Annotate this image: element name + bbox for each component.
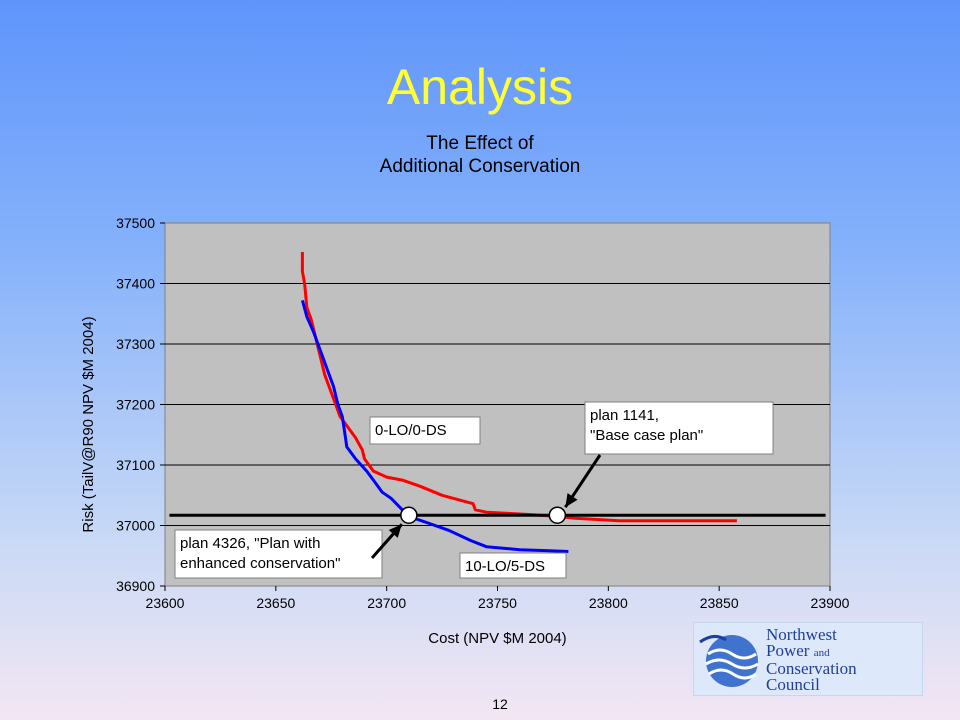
annotation-box	[584, 401, 774, 455]
logo-line-conservation: Conservation	[766, 659, 857, 678]
logo-power-word: Power	[766, 641, 810, 660]
x-tick-label: 23850	[700, 595, 739, 611]
annotation-box	[174, 529, 383, 579]
y-tick-label: 37400	[116, 276, 155, 292]
y-tick-label: 37100	[116, 457, 155, 473]
plan-marker	[548, 506, 567, 524]
annotation-box	[459, 552, 567, 579]
globe-waves-icon	[699, 635, 759, 687]
y-tick-label: 37500	[116, 215, 155, 231]
annotation-box	[369, 416, 481, 445]
plan-marker	[400, 506, 418, 524]
chart-title: The Effect of Additional Conservation	[300, 132, 660, 178]
series-line	[300, 300, 569, 553]
x-tick-label: 23900	[811, 595, 850, 611]
annotation-text: enhanced conservation"	[180, 555, 340, 572]
y-tick-label: 36900	[116, 578, 155, 594]
logo-line-council: Council	[766, 675, 820, 694]
annotation-text: plan 4326, "Plan with	[180, 535, 320, 552]
x-axis-label: Cost (NPV $M 2004)	[428, 630, 566, 647]
plan-markers	[400, 506, 567, 524]
arrow-head	[388, 524, 402, 538]
y-tick-label: 37300	[116, 336, 155, 352]
slide-number: 12	[492, 696, 508, 712]
x-tick-label: 23600	[146, 595, 185, 611]
council-logo: Northwest Power and Conservation Council	[693, 622, 923, 696]
chart-title-line-2: Additional Conservation	[379, 156, 581, 177]
x-tick-label: 23750	[478, 595, 517, 611]
annotation-text: plan 1141,	[590, 407, 659, 424]
annotation-text: 0-LO/0-DS	[375, 422, 447, 439]
annotation-text: 10-LO/5-DS	[465, 558, 545, 575]
y-axis-label: Risk (TailV@R90 NPV $M 2004)	[80, 316, 97, 532]
annotations: 0-LO/0-DS 10-LO/5-DS plan 1141, "Base case …	[174, 401, 774, 579]
annotation-text: "Base case plan"	[590, 427, 703, 444]
logo-line-northwest: Northwest	[766, 625, 837, 644]
logo-text: Northwest Power and Conservation Council	[766, 625, 857, 694]
y-tick-label: 37200	[116, 397, 155, 413]
arrow-head	[565, 493, 578, 508]
x-tick-label: 23650	[256, 595, 295, 611]
chart-title-line-1: The Effect of	[426, 133, 534, 154]
x-tick-label: 23800	[589, 595, 628, 611]
y-tick-label: 37000	[116, 518, 155, 534]
x-tick-label: 23700	[367, 595, 406, 611]
y-axis-ticks: 36900 37000 37100 37200 37300 37400 37500	[116, 215, 165, 594]
logo-line-power: Power and	[766, 641, 857, 661]
x-axis-ticks: 23600 23650 23700 23750 23800 23850 23900	[146, 586, 850, 611]
logo-and-word: and	[813, 647, 830, 659]
slide-title: Analysis	[386, 59, 574, 115]
